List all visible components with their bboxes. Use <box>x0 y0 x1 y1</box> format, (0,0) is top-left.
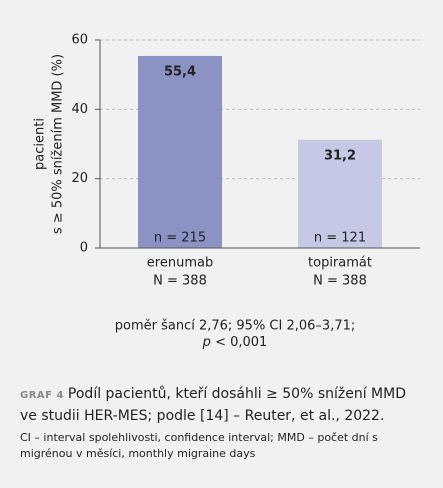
y-tick-label: 40 <box>71 102 88 117</box>
value-label: 31,2 <box>324 148 356 163</box>
caption-label: GRAF 4 <box>20 390 64 401</box>
note: p < 0,001 <box>202 335 268 350</box>
y-tick-label: 60 <box>71 33 88 48</box>
sample-label: n = 121 <box>314 231 366 246</box>
bar <box>298 139 382 248</box>
y-tick-label: 0 <box>80 241 88 256</box>
value-label: 55,4 <box>164 64 196 79</box>
y-axis-label: s ≥ 50% snížením MMD (%) <box>51 54 66 234</box>
sample-label: n = 215 <box>154 231 206 246</box>
x-tick-sublabel: N = 388 <box>153 274 207 289</box>
chart: pacienti s ≥ 50% snížením MMD (%) poměr … <box>33 33 420 350</box>
caption: GRAF 4 Podíl pacientů, kteří dosáhli ≥ 50… <box>20 384 425 426</box>
note-p: p <box>202 335 211 350</box>
x-tick-label: erenumab <box>147 256 213 271</box>
note-value: < 0,001 <box>215 335 267 350</box>
note: poměr šancí 2,76; 95% CI 2,06–3,71; <box>115 319 356 334</box>
caption-text: Podíl pacientů, kteří dosáhli ≥ 50% sníž… <box>20 386 406 424</box>
y-axis-label: pacienti <box>33 118 48 170</box>
x-tick-sublabel: N = 388 <box>313 274 367 289</box>
y-tick-label: 20 <box>71 171 88 186</box>
x-tick-label: topiramát <box>308 256 372 271</box>
footnote: CI – interval spolehlivosti, confidence … <box>20 431 378 460</box>
bar <box>138 55 222 248</box>
